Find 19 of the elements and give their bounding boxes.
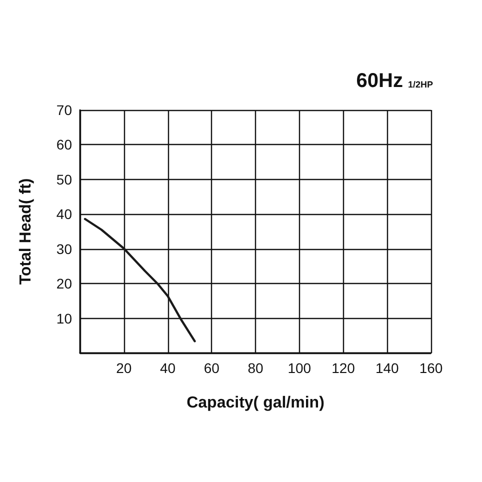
x-tick-label: 20 bbox=[116, 360, 132, 376]
x-tick-label: 140 bbox=[375, 360, 400, 376]
chart-title: 60Hz bbox=[356, 70, 403, 92]
x-axis-title: Capacity( gal/min) bbox=[186, 394, 324, 412]
x-tick-label: 120 bbox=[332, 360, 356, 376]
x-tick-label: 60 bbox=[204, 360, 220, 376]
y-tick-label: 20 bbox=[56, 276, 72, 292]
y-axis-title: Total Head( ft) bbox=[18, 178, 34, 285]
y-tick-label: 60 bbox=[56, 136, 72, 153]
y-tick-label: 10 bbox=[56, 310, 72, 326]
y-tick-label: 70 bbox=[56, 102, 72, 118]
y-tick-label: 40 bbox=[56, 206, 72, 222]
x-tick-label: 100 bbox=[288, 360, 312, 376]
chart-subtitle: 1/2HP bbox=[408, 80, 433, 90]
x-tick-label: 40 bbox=[160, 360, 176, 376]
x-tick-label: 80 bbox=[248, 360, 264, 376]
x-tick-label: 160 bbox=[419, 360, 443, 376]
y-tick-label: 50 bbox=[56, 171, 72, 188]
y-tick-label: 30 bbox=[56, 240, 72, 257]
